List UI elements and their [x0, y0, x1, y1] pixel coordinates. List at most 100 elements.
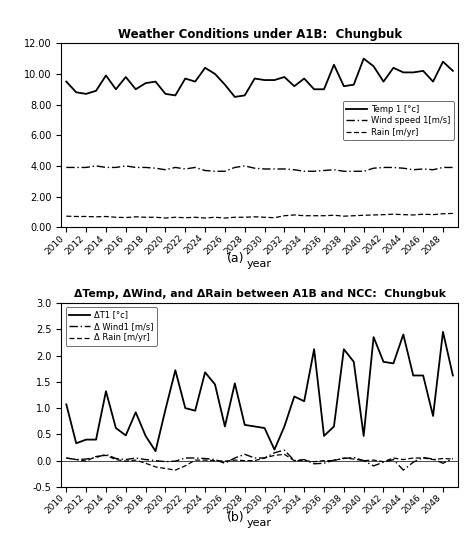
- Δ Wind1 [m/s]: [271, 450, 277, 456]
- Δ Rain [m/yr]: [380, 458, 386, 465]
- Δ Rain [m/yr]: [212, 457, 218, 464]
- Temp 1 [°c]: [321, 86, 327, 93]
- ΔT1 [°c]: [202, 369, 208, 375]
- Δ Rain [m/yr]: [311, 458, 317, 465]
- Δ Rain [m/yr]: [291, 457, 297, 464]
- ΔT1 [°c]: [341, 346, 346, 352]
- Δ Rain [m/yr]: [113, 456, 118, 463]
- Line: Wind speed 1[m/s]: Wind speed 1[m/s]: [66, 166, 453, 171]
- Temp 1 [°c]: [103, 72, 109, 79]
- Rain [m/yr]: [113, 214, 118, 221]
- Temp 1 [°c]: [261, 77, 267, 83]
- ΔT1 [°c]: [311, 346, 317, 352]
- Δ Rain [m/yr]: [430, 456, 436, 463]
- Δ Wind1 [m/s]: [152, 457, 158, 464]
- Wind speed 1[m/s]: [182, 166, 188, 172]
- ΔT1 [°c]: [133, 409, 138, 415]
- Wind speed 1[m/s]: [83, 164, 89, 171]
- Rain [m/yr]: [192, 214, 198, 221]
- Δ Rain [m/yr]: [390, 455, 396, 461]
- Rain [m/yr]: [222, 215, 228, 221]
- Δ Wind1 [m/s]: [252, 455, 257, 461]
- Text: (a): (a): [227, 252, 245, 265]
- Δ Rain [m/yr]: [321, 457, 327, 464]
- Temp 1 [°c]: [341, 83, 346, 89]
- Rain [m/yr]: [351, 213, 356, 219]
- Rain [m/yr]: [212, 214, 218, 221]
- Rain [m/yr]: [410, 212, 416, 218]
- Temp 1 [°c]: [182, 75, 188, 82]
- Wind speed 1[m/s]: [103, 164, 109, 171]
- Δ Wind1 [m/s]: [143, 456, 148, 463]
- Δ Wind1 [m/s]: [261, 455, 267, 461]
- Rain [m/yr]: [202, 215, 208, 221]
- Rain [m/yr]: [172, 214, 178, 221]
- Temp 1 [°c]: [222, 82, 228, 88]
- Δ Rain [m/yr]: [103, 452, 109, 459]
- Δ Wind1 [m/s]: [400, 467, 406, 473]
- Wind speed 1[m/s]: [73, 164, 79, 171]
- Wind speed 1[m/s]: [152, 165, 158, 171]
- Temp 1 [°c]: [281, 74, 287, 80]
- Δ Rain [m/yr]: [440, 456, 446, 462]
- Wind speed 1[m/s]: [162, 167, 168, 173]
- Temp 1 [°c]: [291, 83, 297, 89]
- Temp 1 [°c]: [143, 80, 148, 87]
- Δ Wind1 [m/s]: [242, 451, 247, 458]
- Δ Rain [m/yr]: [152, 464, 158, 470]
- Δ Wind1 [m/s]: [361, 457, 366, 464]
- Δ Rain [m/yr]: [361, 457, 366, 464]
- ΔT1 [°c]: [321, 433, 327, 439]
- ΔT1 [°c]: [271, 446, 277, 453]
- Rain [m/yr]: [182, 214, 188, 221]
- ΔT1 [°c]: [400, 331, 406, 338]
- Δ Rain [m/yr]: [242, 457, 247, 464]
- Wind speed 1[m/s]: [63, 164, 69, 171]
- Rain [m/yr]: [93, 214, 99, 220]
- Δ Rain [m/yr]: [123, 458, 128, 464]
- Rain [m/yr]: [242, 214, 247, 221]
- Δ Wind1 [m/s]: [123, 456, 128, 463]
- Wind speed 1[m/s]: [341, 168, 346, 175]
- Temp 1 [°c]: [450, 68, 455, 74]
- Wind speed 1[m/s]: [361, 168, 366, 175]
- ΔT1 [°c]: [420, 372, 426, 379]
- ΔT1 [°c]: [301, 398, 307, 405]
- Δ Wind1 [m/s]: [162, 458, 168, 465]
- Wind speed 1[m/s]: [261, 166, 267, 172]
- Δ Rain [m/yr]: [73, 456, 79, 463]
- Temp 1 [°c]: [400, 69, 406, 76]
- Δ Wind1 [m/s]: [103, 451, 109, 458]
- Rain [m/yr]: [400, 212, 406, 218]
- Wind speed 1[m/s]: [123, 163, 128, 169]
- Rain [m/yr]: [301, 213, 307, 219]
- ΔT1 [°c]: [73, 440, 79, 446]
- Δ Wind1 [m/s]: [450, 456, 455, 462]
- Δ Wind1 [m/s]: [93, 454, 99, 461]
- Title: ΔTemp, ΔWind, and ΔRain between A1B and NCC:  Chungbuk: ΔTemp, ΔWind, and ΔRain between A1B and …: [74, 289, 446, 299]
- Wind speed 1[m/s]: [311, 168, 317, 175]
- Wind speed 1[m/s]: [301, 168, 307, 175]
- Δ Wind1 [m/s]: [420, 454, 426, 461]
- Rain [m/yr]: [390, 211, 396, 217]
- Temp 1 [°c]: [371, 63, 376, 70]
- Δ Wind1 [m/s]: [222, 460, 228, 466]
- Rain [m/yr]: [311, 213, 317, 219]
- X-axis label: year: year: [247, 518, 272, 529]
- Δ Wind1 [m/s]: [331, 457, 337, 463]
- Wind speed 1[m/s]: [172, 164, 178, 171]
- Δ Wind1 [m/s]: [430, 456, 436, 463]
- Temp 1 [°c]: [242, 92, 247, 98]
- Wind speed 1[m/s]: [281, 166, 287, 172]
- Legend: Temp 1 [°c], Wind speed 1[m/s], Rain [m/yr]: Temp 1 [°c], Wind speed 1[m/s], Rain [m/…: [343, 101, 454, 140]
- Δ Wind1 [m/s]: [390, 456, 396, 463]
- Rain [m/yr]: [261, 214, 267, 221]
- Δ Wind1 [m/s]: [371, 463, 376, 469]
- Rain [m/yr]: [440, 210, 446, 217]
- Legend: ΔT1 [°c], Δ Wind1 [m/s], Δ Rain [m/yr]: ΔT1 [°c], Δ Wind1 [m/s], Δ Rain [m/yr]: [66, 307, 157, 346]
- Temp 1 [°c]: [202, 64, 208, 71]
- Rain [m/yr]: [123, 214, 128, 221]
- ΔT1 [°c]: [440, 328, 446, 335]
- Wind speed 1[m/s]: [410, 167, 416, 173]
- Δ Rain [m/yr]: [252, 457, 257, 464]
